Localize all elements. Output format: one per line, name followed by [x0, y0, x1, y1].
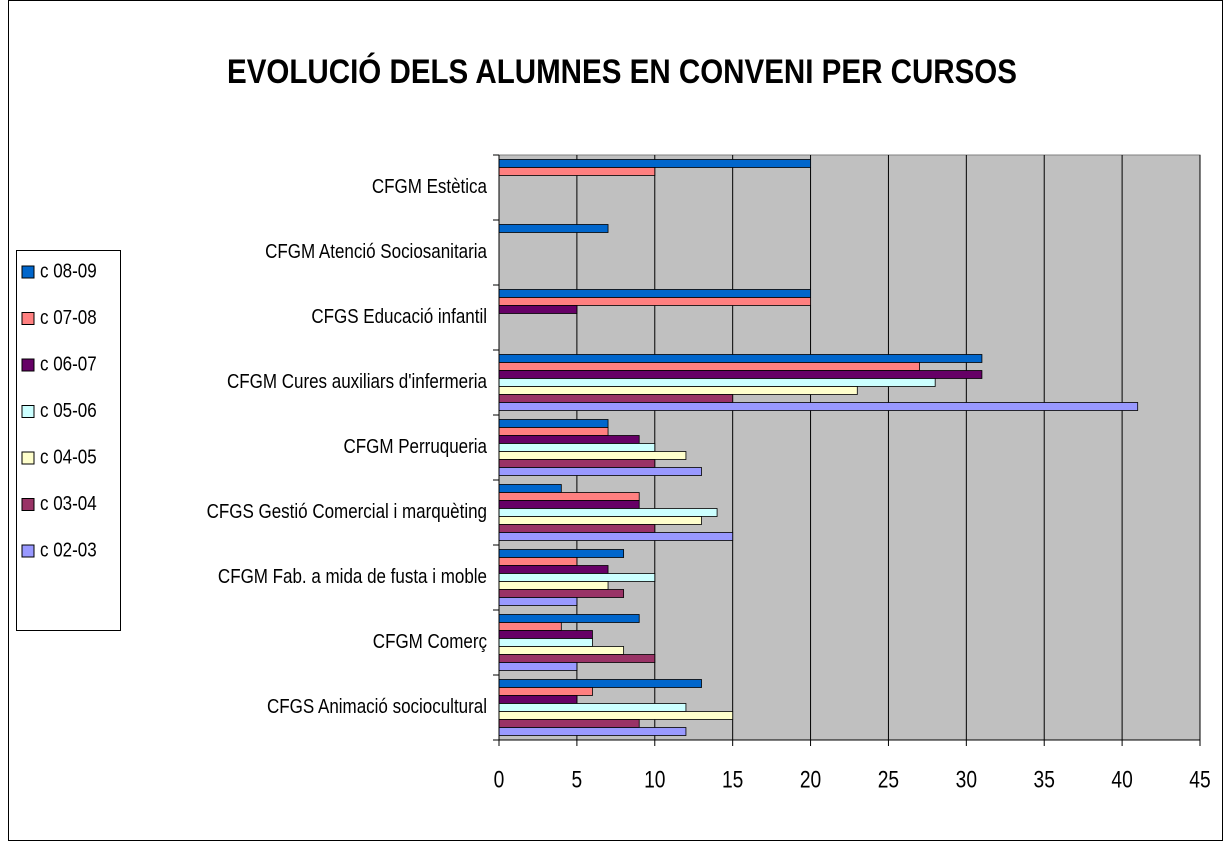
bar: [498, 573, 656, 582]
bar: [498, 467, 702, 476]
legend-swatch: [21, 498, 35, 511]
chart-title: EVOLUCIÓ DELS ALUMNES EN CONVENI PER CUR…: [227, 53, 1017, 91]
bar: [498, 159, 811, 168]
bar: [498, 581, 609, 590]
bar: [498, 386, 858, 395]
bar: [498, 695, 578, 704]
bar: [498, 354, 983, 363]
y-tick-label: CFGM Estètica: [372, 174, 488, 197]
bar: [498, 500, 640, 509]
bar: [498, 630, 593, 639]
bar: [498, 289, 811, 298]
x-tick-label: 30: [956, 765, 977, 793]
bar: [498, 370, 983, 379]
y-tick-label: CFGM Cures auxiliars d'infermeria: [227, 369, 488, 392]
bar: [498, 549, 625, 558]
legend-swatch: [21, 451, 35, 465]
x-tick-label: 35: [1034, 765, 1055, 793]
y-tick-label: CFGS Gestió Comercial i marquèting: [207, 499, 487, 522]
bar: [498, 451, 687, 460]
legend-label: c 05-06: [40, 398, 97, 421]
legend-swatch: [21, 544, 35, 558]
legend-label: c 07-08: [40, 305, 97, 328]
bar: [498, 638, 593, 647]
legend-swatch: [21, 312, 35, 325]
x-tick-label: 10: [644, 765, 665, 793]
bar: [498, 679, 702, 688]
y-tick-label: CFGS Animació sociocultural: [267, 694, 487, 717]
bar: [498, 402, 1139, 411]
y-tick-label: CFGM Atenció Sociosanitaria: [265, 239, 487, 262]
bar: [498, 516, 702, 525]
y-tick-label: CFGM Comerç: [373, 629, 487, 652]
bar: [498, 362, 921, 371]
bar: [498, 224, 609, 233]
bar: [498, 419, 609, 428]
bar: [498, 654, 656, 663]
bar: [498, 508, 718, 517]
bar: [498, 305, 578, 314]
legend-swatch: [21, 405, 35, 418]
y-tick-label: CFGM Perruqueria: [344, 434, 488, 457]
bar: [498, 459, 656, 468]
bar: [498, 492, 640, 501]
y-tick-label: CFGM Fab. a mida de fusta i moble: [218, 564, 487, 587]
bar: [498, 597, 578, 606]
y-tick-label: CFGS Educació infantil: [311, 304, 487, 327]
legend-label: c 08-09: [40, 259, 97, 282]
x-tick-label: 40: [1111, 765, 1132, 793]
bar: [498, 524, 656, 533]
legend-label: c 04-05: [40, 445, 97, 468]
legend-label: c 06-07: [40, 352, 97, 375]
bar: [498, 687, 593, 696]
bar: [498, 711, 734, 720]
legend-label: c 02-03: [40, 538, 97, 561]
bar: [498, 719, 640, 728]
bar: [498, 703, 687, 712]
bar: [498, 394, 734, 403]
bar: [498, 727, 687, 736]
bar: [498, 622, 562, 631]
x-tick-label: 15: [722, 765, 743, 793]
x-tick-label: 0: [494, 765, 505, 793]
legend-label: c 03-04: [40, 491, 97, 514]
bar: [498, 435, 640, 444]
bar: [498, 484, 562, 493]
x-tick-label: 20: [800, 765, 821, 793]
bar: [498, 662, 578, 671]
bar: [498, 557, 578, 566]
legend-swatch: [21, 265, 35, 279]
bar: [498, 589, 625, 598]
bar: [498, 443, 656, 452]
bar: [498, 427, 609, 436]
bar: [498, 614, 640, 623]
x-tick-label: 5: [572, 765, 583, 793]
bar: [498, 565, 609, 574]
bar: [498, 646, 625, 655]
bar: [498, 167, 656, 176]
legend-swatch: [21, 358, 35, 372]
bar: [498, 297, 811, 306]
bar: [498, 532, 734, 541]
x-tick-label: 25: [878, 765, 899, 793]
x-tick-label: 45: [1189, 765, 1210, 793]
bar: [498, 378, 936, 387]
